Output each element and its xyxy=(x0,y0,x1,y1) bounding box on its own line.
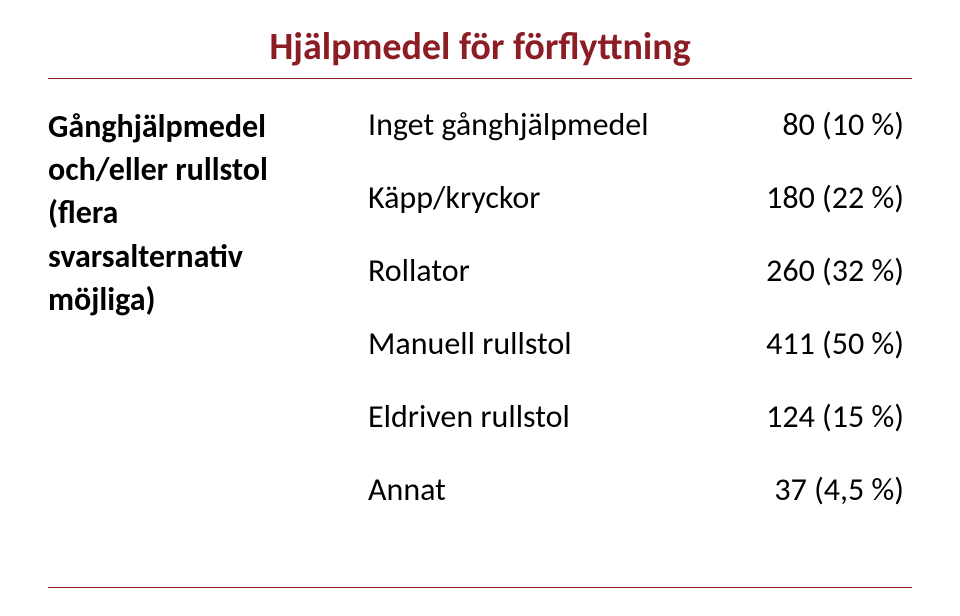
row-value: 124 (15 %) xyxy=(766,397,912,436)
row-header-line: och/eller rullstol xyxy=(48,150,268,189)
row-value: 180 (22 %) xyxy=(766,178,912,217)
row-header-label: Gånghjälpmedel och/eller rullstol (flera… xyxy=(48,105,348,321)
row-label: Rollator xyxy=(368,251,470,290)
row-label: Inget gånghjälpmedel xyxy=(368,105,649,144)
table-row: Manuell rullstol 411 (50 %) xyxy=(368,324,912,363)
row-value: 80 (10 %) xyxy=(782,105,912,144)
row-header-line: möjliga) xyxy=(48,280,156,319)
title-rule xyxy=(48,78,912,79)
row-header-line: svarsalternativ xyxy=(48,237,243,276)
row-label: Annat xyxy=(368,470,446,509)
table-row: Annat 37 (4,5 %) xyxy=(368,470,912,509)
slide-title: Hjälpmedel för förflyttning xyxy=(48,24,912,70)
row-value: 411 (50 %) xyxy=(766,324,912,363)
row-header-line: Gånghjälpmedel xyxy=(48,107,266,146)
row-label: Manuell rullstol xyxy=(368,324,572,363)
row-header-column: Gånghjälpmedel och/eller rullstol (flera… xyxy=(48,105,368,509)
row-label: Eldriven rullstol xyxy=(368,397,570,436)
row-label: Käpp/kryckor xyxy=(368,178,540,217)
data-column: Inget gånghjälpmedel 80 (10 %) Käpp/kryc… xyxy=(368,105,912,509)
row-value: 260 (32 %) xyxy=(766,251,912,290)
bottom-rule xyxy=(48,587,912,588)
table-row: Eldriven rullstol 124 (15 %) xyxy=(368,397,912,436)
slide: Hjälpmedel för förflyttning Gånghjälpmed… xyxy=(0,0,960,616)
table-row: Käpp/kryckor 180 (22 %) xyxy=(368,178,912,217)
content-area: Gånghjälpmedel och/eller rullstol (flera… xyxy=(48,105,912,509)
row-value: 37 (4,5 %) xyxy=(774,470,912,509)
table-row: Inget gånghjälpmedel 80 (10 %) xyxy=(368,105,912,144)
row-header-line: (flera xyxy=(48,193,118,232)
table-row: Rollator 260 (32 %) xyxy=(368,251,912,290)
